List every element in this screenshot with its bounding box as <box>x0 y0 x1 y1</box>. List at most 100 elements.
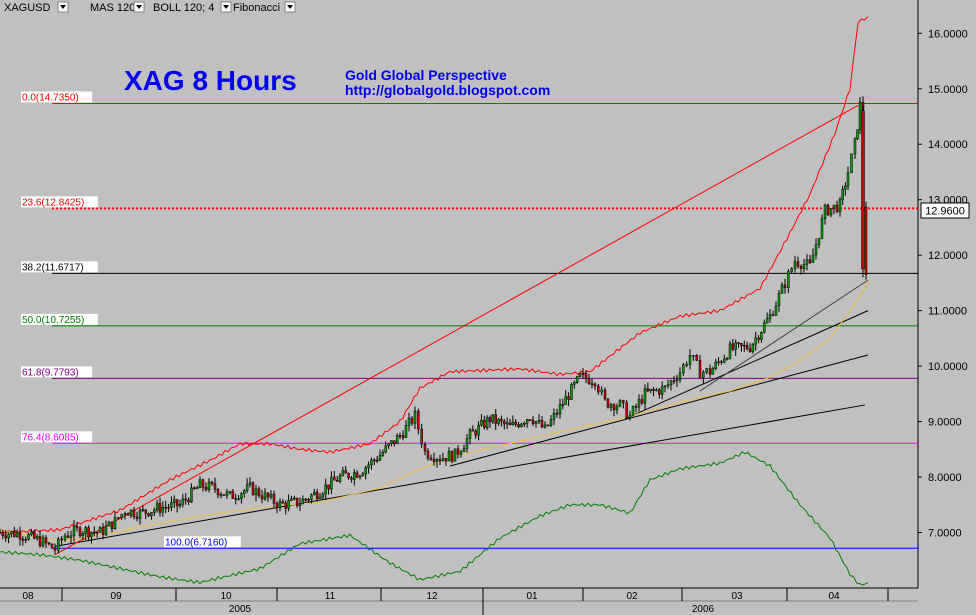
candle <box>98 525 102 533</box>
y-tick-label: 9.0000 <box>928 417 962 429</box>
candle <box>407 412 411 432</box>
toolbar-item-label: XAGUSD <box>4 2 51 14</box>
candle-body <box>95 532 99 534</box>
candle <box>231 488 235 499</box>
dropdown-button[interactable] <box>57 1 69 13</box>
candle <box>685 361 688 368</box>
candle <box>358 474 362 480</box>
candle-body <box>811 254 815 263</box>
candle <box>774 301 778 317</box>
candle-body <box>734 342 737 350</box>
candle-body <box>606 398 610 408</box>
candle <box>558 398 562 419</box>
dropdown-button[interactable] <box>220 1 232 13</box>
candle <box>628 410 632 421</box>
candle <box>534 420 538 428</box>
candle-body <box>543 424 547 428</box>
candle <box>161 501 165 517</box>
candle-body <box>367 464 370 469</box>
candle-body <box>335 479 339 482</box>
candle-body <box>725 358 729 360</box>
candle-body <box>301 498 305 505</box>
candle <box>398 432 402 440</box>
dropdown-button[interactable] <box>284 1 296 13</box>
candle <box>861 105 865 278</box>
x-axis-ticks: 08 09 10 11 12 01 02 03 04 2005 2006 <box>22 588 889 615</box>
candle <box>856 129 859 141</box>
candle-body <box>222 494 226 496</box>
candle <box>257 486 261 499</box>
candle <box>113 511 117 530</box>
candle <box>503 419 506 430</box>
candle <box>751 342 755 354</box>
candle-body <box>634 406 638 408</box>
candle-body <box>126 513 130 516</box>
candle-body <box>98 527 102 533</box>
candle-body <box>456 448 460 455</box>
candle-body <box>643 388 647 404</box>
x-tick-label: 11 <box>325 591 336 602</box>
candle <box>158 497 162 517</box>
candle-body <box>201 479 205 488</box>
candle <box>30 528 33 537</box>
candle <box>763 319 766 334</box>
candle-body <box>743 345 746 347</box>
candle <box>802 258 806 273</box>
candle-body <box>714 361 717 369</box>
candle-body <box>864 206 868 275</box>
candle <box>123 511 127 520</box>
candle <box>417 408 420 435</box>
candle-body <box>850 153 853 174</box>
candle <box>21 536 25 546</box>
candle-body <box>523 423 526 425</box>
candle-body <box>829 208 833 216</box>
candle-body <box>307 499 310 501</box>
plot-area[interactable] <box>0 0 918 588</box>
candle <box>826 203 830 216</box>
candle <box>87 525 90 541</box>
candle <box>456 445 460 459</box>
candle <box>581 368 585 379</box>
candle <box>606 398 610 409</box>
chevron-down-icon <box>60 5 66 9</box>
candle <box>450 450 454 464</box>
candle <box>500 415 503 427</box>
candle-body <box>500 418 503 422</box>
candle <box>53 543 57 555</box>
candle-body <box>404 424 408 438</box>
dropdown-button[interactable] <box>133 1 145 13</box>
fib-label-box <box>21 91 93 103</box>
candle-body <box>147 512 150 517</box>
candle <box>24 536 27 544</box>
fib-level-label: 100.0(6.7160) <box>165 537 227 548</box>
x-tick-label: 01 <box>526 591 538 602</box>
trendline <box>54 104 859 556</box>
candle <box>93 526 96 537</box>
candle-body <box>161 506 165 513</box>
candle-body <box>75 526 79 529</box>
candle <box>193 486 196 491</box>
candle-body <box>355 472 359 478</box>
candle <box>725 357 729 361</box>
toolbar-item-label: MAS 120 <box>90 2 135 14</box>
candle <box>251 481 255 496</box>
y-axis-panel[interactable] <box>918 0 976 588</box>
candle <box>44 535 48 548</box>
candle-body <box>120 513 123 519</box>
candle-body <box>260 495 264 500</box>
candle <box>384 441 387 454</box>
candle-body <box>153 509 156 513</box>
candle <box>688 349 692 370</box>
candle-body <box>796 261 800 267</box>
candle <box>549 414 553 427</box>
candle <box>754 331 757 351</box>
candle <box>462 444 466 452</box>
candle-body <box>444 458 448 462</box>
candle-body <box>110 521 114 530</box>
y-tick-label: 14.0000 <box>928 139 968 151</box>
candle <box>799 264 803 275</box>
candle-body <box>817 237 821 245</box>
candle-body <box>225 491 229 496</box>
candle <box>344 466 347 474</box>
